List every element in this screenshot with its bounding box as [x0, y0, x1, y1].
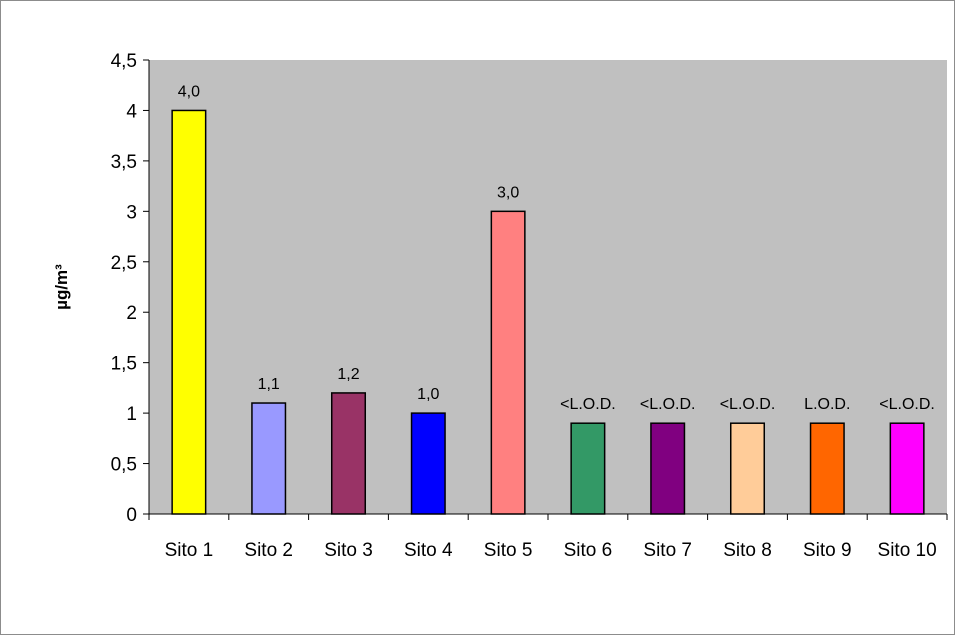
y-tick-label: 4: [126, 101, 137, 122]
bar: [330, 392, 367, 515]
bar: [889, 422, 925, 515]
bars: [171, 109, 925, 515]
x-tick-label: Sito 3: [324, 540, 373, 561]
x-tick-label: Sito 7: [643, 540, 692, 561]
x-tick-label: Sito 5: [484, 540, 533, 561]
bar: [809, 422, 845, 515]
y-tick-label: 3: [126, 202, 137, 223]
data-label: <L.O.D.: [879, 396, 935, 413]
x-tick-label: Sito 1: [165, 540, 214, 561]
y-tick-label: 4,5: [111, 51, 137, 72]
y-tick-label: 0: [126, 505, 137, 526]
y-tick-label: 2: [126, 303, 137, 324]
y-axis-title: µg/m³: [52, 264, 71, 310]
data-label: <L.O.D.: [640, 396, 696, 413]
data-label: 4,0: [178, 83, 200, 100]
bar: [650, 422, 686, 515]
data-label: <L.O.D.: [720, 396, 776, 413]
y-tick-label: 3,5: [111, 152, 137, 173]
x-tick-label: Sito 10: [878, 540, 937, 561]
data-label: L.O.D.: [804, 396, 850, 413]
bar: [410, 412, 446, 515]
x-tick-label: Sito 2: [244, 540, 293, 561]
bar: [570, 422, 606, 515]
x-tick-label: Sito 6: [564, 540, 613, 561]
x-axis: Sito 1 Sito 2 Sito 3 Sito 4 Sito 5 Sito 6 Sito…: [148, 513, 948, 561]
y-tick-label: 0,5: [111, 455, 137, 476]
x-tick-label: Sito 8: [723, 540, 772, 561]
y-tick-label: 1: [126, 404, 137, 425]
y-tick-label: 1,5: [111, 354, 137, 375]
x-tick-label: Sito 4: [404, 540, 453, 561]
bar: [171, 109, 207, 515]
y-tick-label: 2,5: [111, 253, 137, 274]
data-label: 3,0: [497, 184, 519, 201]
x-tick-label: Sito 9: [803, 540, 852, 561]
bar: [490, 210, 526, 515]
data-label: 1,1: [258, 376, 280, 393]
data-label: 1,0: [417, 386, 439, 403]
bar: [251, 402, 287, 515]
data-label: <L.O.D.: [560, 396, 616, 413]
y-axis: 0 0,5 1 1,5 2 2,5 3 3,5 4 4,5: [111, 51, 150, 526]
bar: [729, 422, 766, 515]
data-label: 1,2: [337, 366, 359, 383]
data-labels: 4,0 1,1 1,2 1,0 3,0 <L.O.D. <L.O.D. <L.O.D. L.O.…: [178, 83, 935, 413]
